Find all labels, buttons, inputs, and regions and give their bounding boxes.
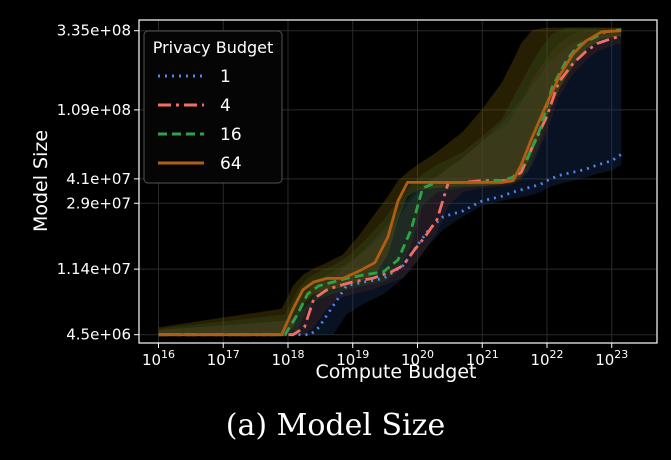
- line-series-1: [158, 153, 622, 337]
- y-axis-label: Model Size: [30, 130, 52, 232]
- legend-title: Privacy Budget: [153, 38, 274, 57]
- y-tick-label: 3.35e+08: [57, 22, 131, 40]
- y-tick-label: 4.5e+06: [66, 326, 131, 344]
- legend-label-1: 1: [220, 67, 231, 87]
- plot-frame: [138, 19, 658, 344]
- band-series-16: [158, 27, 622, 335]
- line-series-16: [158, 28, 622, 337]
- x-tick-label: 1018: [271, 348, 304, 369]
- y-tick-label: 1.09e+08: [57, 101, 131, 119]
- figure-caption: (a) Model Size: [225, 408, 446, 443]
- x-axis-ticks: 1016 1017 1018 1019 1020 1021 1022 1023: [142, 343, 628, 369]
- band-series-1: [158, 34, 622, 335]
- legend-label-16: 16: [220, 125, 242, 145]
- x-tick-label: 1020: [401, 348, 434, 369]
- line-series-64: [158, 29, 622, 337]
- x-tick-label: 1017: [207, 348, 240, 369]
- x-tick-label: 1019: [336, 348, 369, 369]
- series-lines: [158, 28, 622, 337]
- legend-label-64: 64: [220, 154, 242, 174]
- x-tick-label: 1023: [595, 348, 628, 369]
- x-tick-label: 1022: [530, 348, 563, 369]
- legend: Privacy Budget 1 4 16 64: [143, 30, 283, 184]
- band-series-4: [158, 29, 622, 335]
- band-series-64: [158, 27, 622, 335]
- x-tick-label: 1021: [466, 348, 499, 369]
- y-axis-ticks: 4.5e+06 1.14e+07 2.9e+07 4.1e+07 1.09e+08 3.3…: [57, 22, 139, 344]
- y-tick-label: 4.1e+07: [66, 170, 131, 188]
- legend-label-4: 4: [220, 96, 231, 116]
- legend-entries: 1 4 16 64: [158, 67, 242, 174]
- y-tick-label: 1.14e+07: [57, 260, 131, 278]
- x-axis-label: Compute Budget: [315, 361, 476, 383]
- legend-box: [143, 30, 283, 184]
- x-tick-label: 1016: [142, 348, 175, 369]
- confidence-bands: [158, 27, 622, 335]
- model-size-chart: 1016 1017 1018 1019 1020 1021 1022 1023 4.5e+06…: [30, 19, 658, 383]
- y-tick-label: 2.9e+07: [66, 194, 131, 212]
